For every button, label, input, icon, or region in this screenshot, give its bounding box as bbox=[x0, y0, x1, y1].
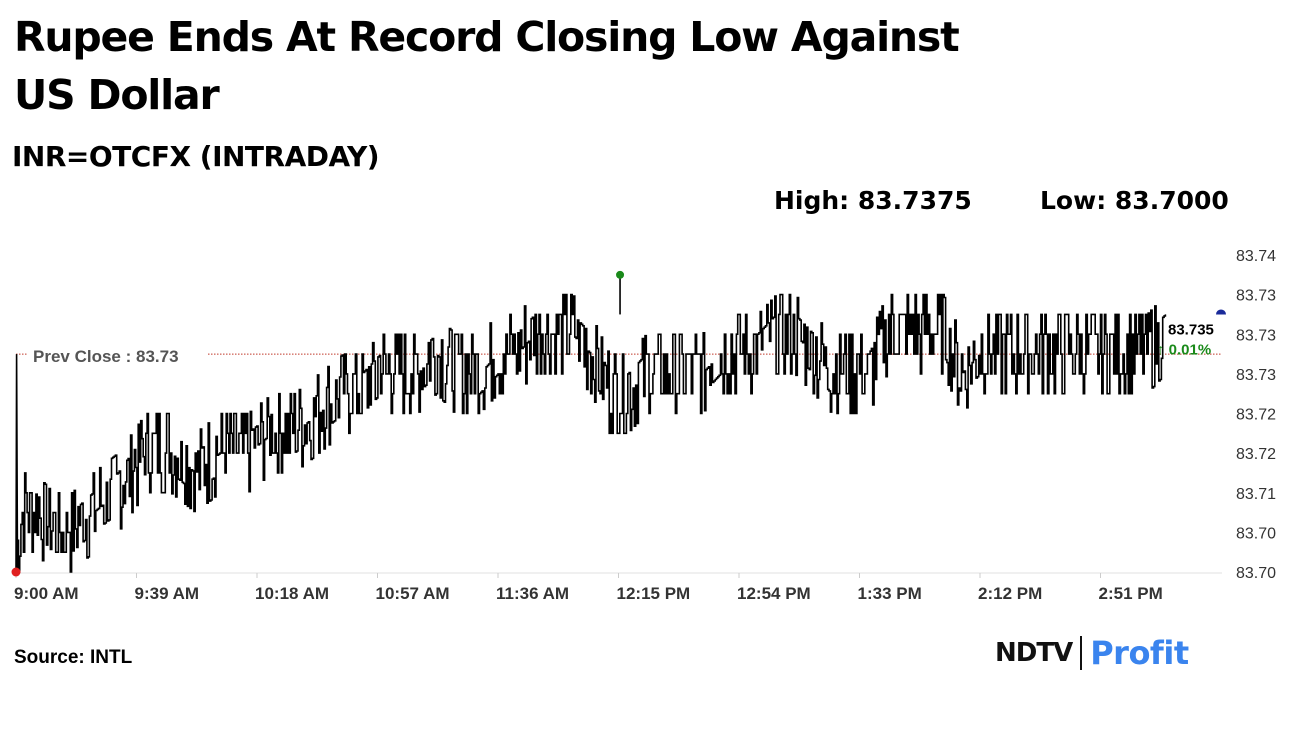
x-tick-label: 9:39 AM bbox=[135, 584, 200, 603]
ndtv-profit-logo: NDTV Profit bbox=[995, 632, 1189, 674]
last-value-label: 83.735 bbox=[1168, 321, 1214, 338]
y-tick-label: 83.72 bbox=[1236, 407, 1276, 424]
last-value-marker bbox=[1216, 309, 1226, 315]
high-value: High: 83.7375 bbox=[774, 186, 972, 215]
x-tick-label: 2:51 PM bbox=[1099, 584, 1163, 603]
source-note: Source: INTL bbox=[14, 647, 133, 668]
chart-subtitle: INR=OTCFX (INTRADAY) bbox=[12, 140, 380, 173]
y-tick-label: 83.74 bbox=[1236, 248, 1276, 265]
prev-close-label-bg bbox=[28, 341, 208, 366]
high-point-marker bbox=[616, 270, 625, 279]
logo-ndtv-text: NDTV bbox=[995, 638, 1073, 668]
x-tick-label: 12:15 PM bbox=[617, 584, 691, 603]
y-tick-label: 83.73 bbox=[1236, 367, 1276, 384]
x-tick-label: 10:57 AM bbox=[376, 584, 450, 603]
logo-profit-text: Profit bbox=[1090, 634, 1189, 672]
chart-title: Rupee Ends At Record Closing Low Against… bbox=[14, 13, 960, 119]
x-tick-label: 11:36 AM bbox=[496, 584, 569, 603]
y-tick-label: 83.73 bbox=[1236, 288, 1276, 305]
x-tick-label: 1:33 PM bbox=[858, 584, 922, 603]
x-tick-label: 9:00 AM bbox=[14, 584, 79, 603]
y-tick-label: 83.73 bbox=[1236, 327, 1276, 344]
last-change-label: ↑ 0.01% bbox=[1157, 341, 1211, 358]
x-tick-label: 2:12 PM bbox=[978, 584, 1042, 603]
low-value: Low: 83.7000 bbox=[1040, 186, 1229, 215]
intraday-line-chart: 9:00 AM 9:39 AM 10:18 AM 10:57 AM 11:36 AM 12… bbox=[11, 248, 1276, 603]
y-tick-label: 83.72 bbox=[1236, 446, 1276, 463]
x-tick-label: 12:54 PM bbox=[737, 584, 811, 603]
y-tick-label: 83.71 bbox=[1236, 486, 1276, 503]
logo-divider bbox=[1080, 636, 1083, 670]
x-tick-label: 10:18 AM bbox=[255, 584, 329, 603]
price-line bbox=[15, 293, 1167, 573]
y-tick-label: 83.70 bbox=[1236, 565, 1276, 582]
y-tick-label: 83.70 bbox=[1236, 525, 1276, 542]
prev-close-label: Prev Close : 83.73 bbox=[33, 347, 179, 366]
low-point-marker bbox=[11, 567, 21, 577]
